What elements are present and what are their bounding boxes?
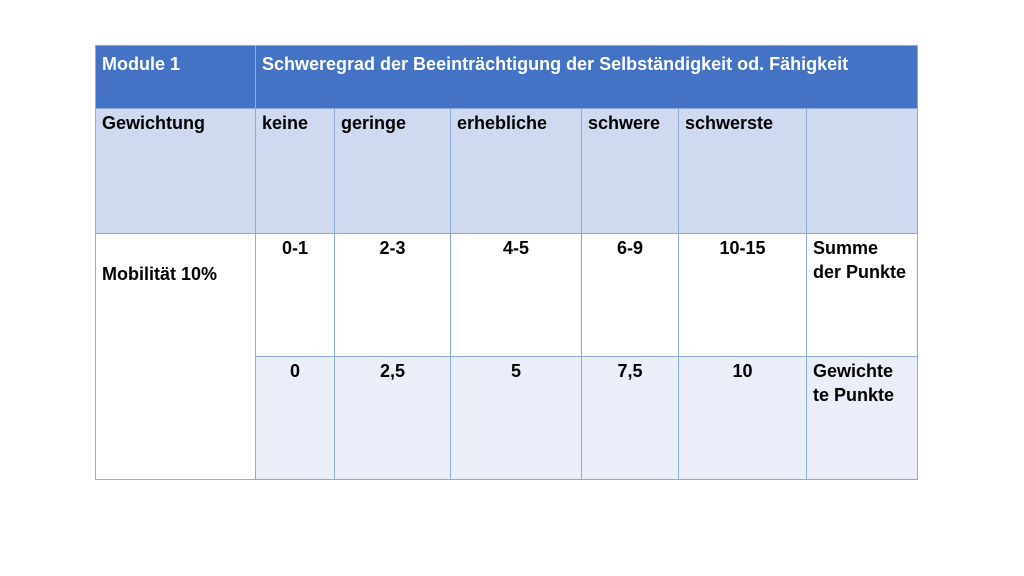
points-cell: 6-9 — [581, 233, 679, 357]
level-cell: keine — [255, 108, 335, 234]
weights-label-cell: Gewichtung — [95, 108, 256, 234]
weights-row: Gewichtung keine geringe erhebliche schw… — [95, 108, 918, 234]
weighted-row: 0 2,5 5 7,5 10 Gewichte te Punkte — [96, 356, 918, 480]
points-row: Mobilität 10% 0-1 2-3 4-5 6-9 10-15 Summ… — [95, 233, 918, 480]
points-value: 6-9 — [616, 238, 643, 258]
level-label: geringe — [341, 113, 407, 133]
weighted-cell: 2,5 — [334, 356, 451, 480]
points-cell: 0-1 — [255, 233, 335, 357]
module-label: Module 1 — [102, 54, 181, 74]
level-label: erhebliche — [457, 113, 548, 133]
level-cell: geringe — [334, 108, 451, 234]
points-value: 0-1 — [281, 238, 308, 258]
weighted-cell: 0 — [255, 356, 335, 480]
points-value: 2-3 — [379, 238, 406, 258]
empty-cell — [806, 108, 918, 234]
module-label-cell: Module 1 — [95, 45, 256, 109]
module-title-cell: Schweregrad der Beeinträchtigung der Sel… — [255, 45, 918, 109]
level-label: schwere — [588, 113, 661, 133]
level-label: schwerste — [685, 113, 774, 133]
weighted-value: 0 — [289, 361, 300, 381]
weighted-cell: 10 — [678, 356, 807, 480]
category-cell: Mobilität 10% — [95, 233, 256, 480]
weighted-value: 2,5 — [379, 361, 406, 381]
points-label-cell: Summe der Punkte — [806, 233, 918, 357]
level-cell: schwere — [581, 108, 679, 234]
weighted-label: Gewichte te Punkte — [813, 361, 895, 405]
points-value: 4-5 — [502, 238, 529, 258]
header-row: Module 1 Schweregrad der Beeinträchtigun… — [95, 45, 918, 109]
weighted-cell: 5 — [450, 356, 582, 480]
weighted-value: 7,5 — [617, 361, 643, 381]
points-value: 10-15 — [719, 238, 766, 258]
weights-label: Gewichtung — [102, 113, 205, 133]
weighted-label-cell: Gewichte te Punkte — [806, 356, 918, 480]
level-cell: schwerste — [678, 108, 807, 234]
points-cell: 10-15 — [678, 233, 807, 357]
points-label: Summe der Punkte — [813, 238, 907, 282]
level-label: keine — [262, 113, 309, 133]
points-cell: 4-5 — [450, 233, 582, 357]
weighted-value: 5 — [510, 361, 521, 381]
points-cell: 2-3 — [334, 233, 451, 357]
module-title: Schweregrad der Beeinträchtigung der Sel… — [262, 54, 849, 74]
category-label: Mobilität 10% — [102, 264, 218, 284]
level-cell: erhebliche — [450, 108, 582, 234]
weighted-value: 10 — [732, 361, 753, 381]
weighted-cell: 7,5 — [581, 356, 679, 480]
scoring-table: Module 1 Schweregrad der Beeinträchtigun… — [95, 45, 918, 480]
